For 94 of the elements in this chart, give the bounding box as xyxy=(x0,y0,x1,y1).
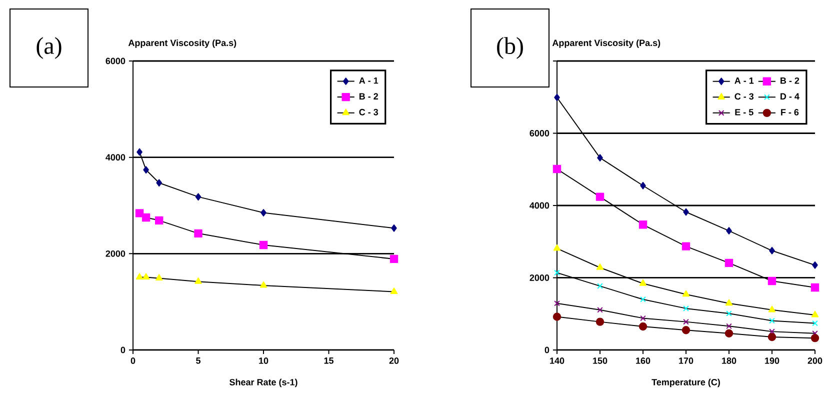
legend-label: E - 5 xyxy=(735,109,754,116)
x-tick-label: 190 xyxy=(765,358,780,364)
x-tick-label: 10 xyxy=(259,358,268,364)
point xyxy=(812,261,818,269)
x-tick-label: 140 xyxy=(550,358,564,364)
x-tick-label: 5 xyxy=(196,358,201,364)
legend-label: B - 2 xyxy=(780,77,800,84)
point xyxy=(390,254,398,264)
point xyxy=(259,240,268,250)
point xyxy=(142,213,150,222)
point xyxy=(682,290,690,297)
point xyxy=(726,227,732,234)
legend-label: C - 3 xyxy=(734,93,754,100)
point xyxy=(596,264,604,270)
point xyxy=(724,258,734,268)
point xyxy=(638,322,648,331)
point xyxy=(142,273,150,280)
legend-label: F - 6 xyxy=(781,109,799,116)
x-tick-label: 150 xyxy=(593,358,608,364)
legend-label: A - 1 xyxy=(734,78,754,84)
point xyxy=(725,299,733,306)
point xyxy=(554,300,560,306)
point xyxy=(596,192,604,201)
y-axis-title: Apparent Viscosity (Pa.s) xyxy=(552,39,660,48)
y-tick-label: 0 xyxy=(120,346,126,354)
point xyxy=(811,310,819,318)
point xyxy=(554,270,560,276)
point xyxy=(597,306,603,313)
point xyxy=(682,242,690,250)
point xyxy=(596,318,604,326)
point xyxy=(726,310,732,316)
point xyxy=(391,224,397,232)
point xyxy=(769,328,775,334)
point xyxy=(810,334,820,342)
point xyxy=(552,312,562,321)
point xyxy=(639,279,647,286)
point xyxy=(135,209,144,218)
point xyxy=(260,209,266,216)
point xyxy=(768,306,776,312)
point xyxy=(724,329,734,338)
point xyxy=(683,318,689,325)
point xyxy=(683,208,689,216)
text: (b) xyxy=(497,37,523,59)
legend-label: C - 3 xyxy=(359,108,378,116)
point xyxy=(143,166,149,174)
point xyxy=(136,148,142,156)
x-tick-label: 15 xyxy=(324,358,334,364)
legend-label: B - 2 xyxy=(359,93,378,100)
point xyxy=(155,216,164,225)
y-tick-label: 2000 xyxy=(106,250,126,257)
point xyxy=(769,246,775,254)
text: (a) xyxy=(36,37,62,59)
point xyxy=(195,193,202,201)
x-axis-title: Temperature (C) xyxy=(652,378,720,388)
point xyxy=(638,220,648,229)
y-tick-label: 4000 xyxy=(530,202,550,209)
point xyxy=(194,277,202,284)
point xyxy=(768,276,776,286)
y-tick-label: 0 xyxy=(544,346,550,354)
point xyxy=(597,154,603,162)
point xyxy=(640,296,646,302)
legend-label: D - 4 xyxy=(780,93,800,100)
point xyxy=(390,288,398,294)
point xyxy=(136,273,144,280)
point xyxy=(769,318,775,324)
y-tick-label: 4000 xyxy=(106,154,126,161)
x-tick-label: 170 xyxy=(679,358,694,364)
point xyxy=(553,244,561,251)
x-axis-title: Shear Rate (s-1) xyxy=(230,378,298,388)
point xyxy=(156,179,162,187)
point xyxy=(194,229,202,238)
x-tick-label: 160 xyxy=(636,358,650,364)
point xyxy=(768,332,776,342)
x-tick-label: 180 xyxy=(722,358,736,364)
point xyxy=(554,94,560,102)
y-tick-label: 6000 xyxy=(106,58,126,64)
point xyxy=(683,306,689,312)
x-tick-label: 200 xyxy=(808,358,822,364)
point xyxy=(597,283,603,289)
point xyxy=(640,182,646,190)
point xyxy=(812,320,818,326)
legend-label: A - 1 xyxy=(359,77,378,84)
point xyxy=(552,164,562,174)
y-axis-title: Apparent Viscosity (Pa.s) xyxy=(128,39,236,48)
x-tick-label: 20 xyxy=(389,358,399,364)
point xyxy=(726,323,732,330)
point xyxy=(810,283,820,292)
point xyxy=(260,281,268,288)
point xyxy=(640,315,646,322)
point xyxy=(682,326,690,334)
y-tick-label: 6000 xyxy=(530,130,550,136)
x-tick-label: 0 xyxy=(130,358,136,364)
y-tick-label: 2000 xyxy=(530,274,550,281)
point xyxy=(155,274,163,281)
